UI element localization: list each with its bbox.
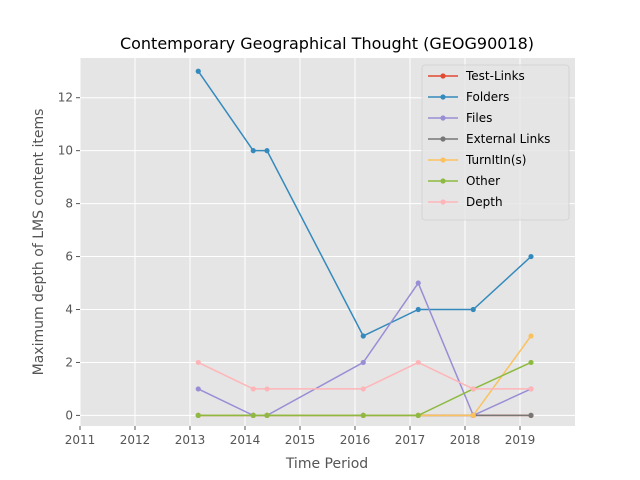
- y-tick-label: 0: [65, 408, 73, 422]
- data-point: [528, 386, 534, 392]
- x-tick-label: 2016: [340, 433, 371, 447]
- legend-item: Depth: [428, 195, 503, 209]
- legend-item: Files: [428, 111, 492, 125]
- data-point: [195, 68, 201, 74]
- legend-label: Test-Links: [465, 69, 525, 83]
- y-axis-label: Maximum depth of LMS content items: [31, 109, 47, 376]
- data-point: [470, 412, 476, 419]
- series-folders: [195, 68, 534, 339]
- y-tick-label: 12: [58, 91, 73, 105]
- data-point: [415, 412, 421, 419]
- data-point: [528, 359, 534, 366]
- x-tick-label: 2011: [65, 433, 96, 447]
- data-point: [360, 359, 366, 366]
- data-point: [528, 412, 534, 419]
- x-axis: 2011 2012 2013 2014 2015 2016 2017 2018 2019: [65, 426, 536, 447]
- chart-title: Contemporary Geographical Thought (GEOG9…: [120, 34, 534, 53]
- data-point: [360, 412, 366, 419]
- legend: Test-Links Folders Files External Links Turn…: [421, 64, 570, 221]
- data-point: [360, 386, 366, 392]
- y-tick-label: 6: [65, 250, 73, 264]
- legend-item: TurnItIn(s): [428, 153, 526, 167]
- y-tick-label: 10: [58, 144, 73, 158]
- series-layer: [195, 68, 534, 419]
- x-tick-label: 2018: [450, 433, 481, 447]
- data-point: [415, 280, 421, 286]
- y-tick-label: 2: [65, 355, 73, 369]
- y-tick-label: 8: [65, 197, 73, 211]
- legend-marker: [440, 73, 446, 79]
- data-point: [195, 359, 201, 366]
- legend-marker: [440, 199, 446, 205]
- x-tick-label: 2013: [175, 433, 206, 447]
- data-point: [195, 386, 201, 392]
- x-tick-label: 2015: [285, 433, 316, 447]
- legend-label: TurnItIn(s): [465, 153, 526, 167]
- legend-item: Test-Links: [428, 69, 525, 83]
- legend-label: Folders: [466, 90, 509, 104]
- legend-label: Files: [466, 111, 492, 125]
- x-tick-label: 2012: [120, 433, 151, 447]
- data-point: [250, 386, 256, 392]
- data-point: [415, 306, 421, 313]
- data-point: [264, 386, 270, 392]
- y-axis: 0 2 4 6 8 10 12: [58, 91, 80, 422]
- data-point: [250, 148, 256, 154]
- data-point: [470, 386, 476, 392]
- data-point: [528, 253, 534, 260]
- x-tick-label: 2017: [395, 433, 426, 447]
- legend-item: Folders: [428, 90, 509, 104]
- legend-label: Other: [466, 174, 500, 188]
- legend-item: External Links: [428, 132, 550, 146]
- y-tick-label: 4: [65, 303, 73, 317]
- legend-marker: [440, 178, 446, 184]
- legend-label: External Links: [466, 132, 550, 146]
- x-tick-label: 2019: [505, 433, 536, 447]
- data-point: [415, 359, 421, 366]
- legend-marker: [440, 157, 446, 163]
- x-tick-label: 2014: [230, 433, 261, 447]
- legend-marker: [440, 94, 446, 100]
- data-point: [264, 148, 270, 154]
- legend-box: [421, 64, 570, 221]
- legend-label: Depth: [466, 195, 503, 209]
- legend-marker: [440, 136, 446, 142]
- data-point: [470, 306, 476, 313]
- data-point: [264, 412, 270, 419]
- legend-item: Other: [428, 174, 500, 188]
- data-point: [528, 333, 534, 339]
- data-point: [250, 412, 256, 419]
- series-depth: [195, 359, 534, 392]
- legend-marker: [440, 115, 446, 121]
- data-point: [360, 333, 366, 339]
- data-point: [195, 412, 201, 419]
- x-axis-label: Time Period: [285, 456, 368, 472]
